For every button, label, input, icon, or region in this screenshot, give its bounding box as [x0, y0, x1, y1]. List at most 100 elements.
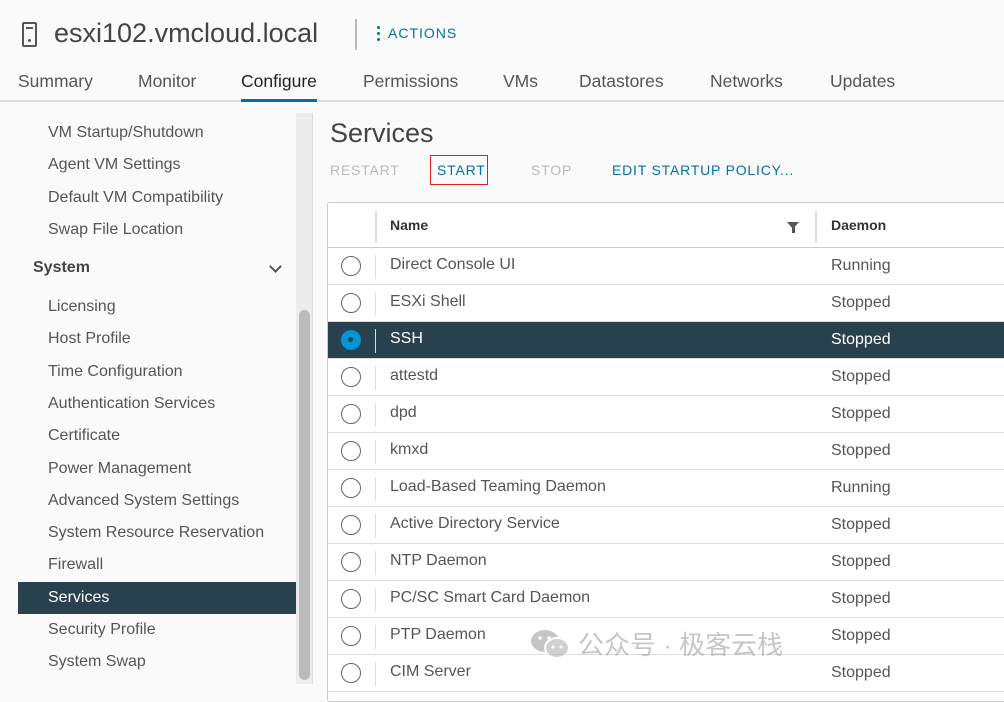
table-row[interactable]: CIM Server Stopped [328, 655, 1004, 692]
daemon-status: Stopped [831, 294, 891, 311]
row-radio[interactable] [341, 256, 361, 276]
row-radio[interactable] [341, 626, 361, 646]
daemon-status: Stopped [831, 664, 891, 681]
table-row[interactable]: PTP Daemon Stopped [328, 618, 1004, 655]
tab-monitor[interactable]: Monitor [138, 71, 197, 91]
sidebar-item-default-vm-compatibility[interactable]: Default VM Compatibility [48, 188, 224, 206]
column-resize-handle[interactable] [815, 211, 817, 243]
start-button[interactable]: START [437, 162, 486, 178]
scrollbar-thumb[interactable] [299, 310, 310, 680]
tab-vms[interactable]: VMs [503, 71, 538, 91]
row-radio[interactable] [341, 663, 361, 683]
sidebar-item-vm-startup-shutdown[interactable]: VM Startup/Shutdown [48, 124, 204, 141]
service-name: SSH [390, 330, 423, 347]
column-separator [375, 329, 376, 353]
services-table: Name Daemon Direct Console UI Running ESXi… [327, 202, 1004, 702]
sidebar-item-system-swap[interactable]: System Swap [48, 653, 146, 671]
column-separator [375, 255, 376, 279]
daemon-status: Stopped [831, 516, 891, 533]
sidebar-item-firewall[interactable]: Firewall [48, 556, 104, 574]
sidebar-item-agent-vm-settings[interactable]: Agent VM Settings [48, 156, 181, 174]
table-row[interactable]: attestd Stopped [328, 359, 1004, 396]
host-icon [22, 22, 37, 47]
filter-icon[interactable] [787, 222, 799, 233]
sidebar-item-power-management[interactable]: Power Management [48, 459, 192, 477]
row-radio[interactable] [341, 441, 361, 461]
restart-button[interactable]: RESTART [330, 162, 400, 178]
table-row[interactable]: PC/SC Smart Card Daemon Stopped [328, 581, 1004, 618]
service-name: attestd [390, 367, 439, 384]
divider [355, 19, 357, 50]
table-header: Name Daemon [328, 203, 1004, 248]
row-radio[interactable] [341, 404, 361, 424]
object-header: esxi102.vmcloud.local ACTIONS Summary Mon… [0, 0, 1004, 104]
daemon-status: Running [831, 257, 891, 274]
sidebar-item-security-profile[interactable]: Security Profile [48, 621, 156, 638]
tab-summary[interactable]: Summary [18, 71, 93, 91]
tab-networks[interactable]: Networks [710, 71, 783, 91]
column-separator [375, 211, 377, 243]
sidebar-item-system-resource-reservation[interactable]: System Resource Reservation [48, 524, 265, 542]
row-radio[interactable] [341, 515, 361, 535]
table-row[interactable]: NTP Daemon Stopped [328, 544, 1004, 581]
table-row[interactable]: Load-Based Teaming Daemon Running [328, 470, 1004, 507]
stop-button[interactable]: STOP [531, 162, 573, 178]
table-row[interactable]: kmxd Stopped [328, 433, 1004, 470]
chevron-down-icon[interactable] [269, 260, 282, 273]
tab-bar: Summary Monitor Configure Permissions VMs Dat… [0, 68, 1004, 102]
column-separator [375, 366, 376, 390]
table-row[interactable]: ESXi Shell Stopped [328, 285, 1004, 322]
sidebar-item-host-profile[interactable]: Host Profile [48, 330, 131, 348]
edit-startup-policy-button[interactable]: EDIT STARTUP POLICY... [612, 162, 795, 178]
column-separator [375, 625, 376, 649]
sidebar-item-services[interactable]: Services [18, 581, 296, 614]
sidebar-item-licensing[interactable]: Licensing [48, 298, 116, 315]
row-radio[interactable] [341, 589, 361, 609]
more-vertical-icon [377, 25, 380, 41]
column-separator [375, 588, 376, 612]
column-header-daemon[interactable]: Daemon [831, 217, 887, 233]
sidebar-item-certificate[interactable]: Certificate [48, 427, 121, 445]
sidebar-item-authentication-services[interactable]: Authentication Services [48, 394, 216, 412]
row-radio[interactable] [341, 330, 361, 350]
tab-permissions[interactable]: Permissions [363, 71, 459, 91]
daemon-status: Running [831, 479, 891, 496]
service-name: PTP Daemon [390, 626, 486, 643]
column-header-name[interactable]: Name [390, 217, 429, 233]
table-row[interactable]: SSH Stopped [328, 322, 1004, 359]
service-name: kmxd [390, 441, 429, 458]
sidebar-item-swap-file-location[interactable]: Swap File Location [48, 220, 184, 238]
tab-updates[interactable]: Updates [830, 71, 896, 91]
table-row[interactable]: Active Directory Service Stopped [328, 507, 1004, 544]
column-separator [375, 662, 376, 686]
service-name: Direct Console UI [390, 256, 516, 273]
row-radio[interactable] [341, 367, 361, 387]
tab-datastores[interactable]: Datastores [579, 71, 664, 91]
column-separator [375, 403, 376, 427]
sidebar-item-advanced-system-settings[interactable]: Advanced System Settings [48, 491, 240, 509]
row-radio[interactable] [341, 293, 361, 313]
daemon-status: Stopped [831, 590, 891, 607]
page-title: esxi102.vmcloud.local [54, 18, 319, 48]
daemon-status: Stopped [831, 331, 891, 348]
tab-configure[interactable]: Configure [241, 71, 317, 102]
actions-label: ACTIONS [388, 25, 458, 41]
service-name: dpd [390, 404, 417, 421]
service-name: ESXi Shell [390, 293, 466, 310]
daemon-status: Stopped [831, 553, 891, 570]
column-separator [375, 292, 376, 316]
table-row[interactable]: Direct Console UI Running [328, 248, 1004, 285]
sidebar-group-system[interactable]: System [18, 252, 296, 284]
actions-button[interactable]: ACTIONS [377, 25, 457, 41]
column-separator [375, 514, 376, 538]
row-radio[interactable] [341, 478, 361, 498]
sidebar-scrollbar[interactable] [296, 113, 313, 684]
service-name: Active Directory Service [390, 515, 560, 532]
highlight-box [430, 155, 488, 185]
daemon-status: Stopped [831, 368, 891, 385]
row-radio[interactable] [341, 552, 361, 572]
daemon-status: Stopped [831, 405, 891, 422]
table-row[interactable]: dpd Stopped [328, 396, 1004, 433]
daemon-status: Stopped [831, 442, 891, 459]
sidebar-item-time-configuration[interactable]: Time Configuration [48, 362, 183, 380]
